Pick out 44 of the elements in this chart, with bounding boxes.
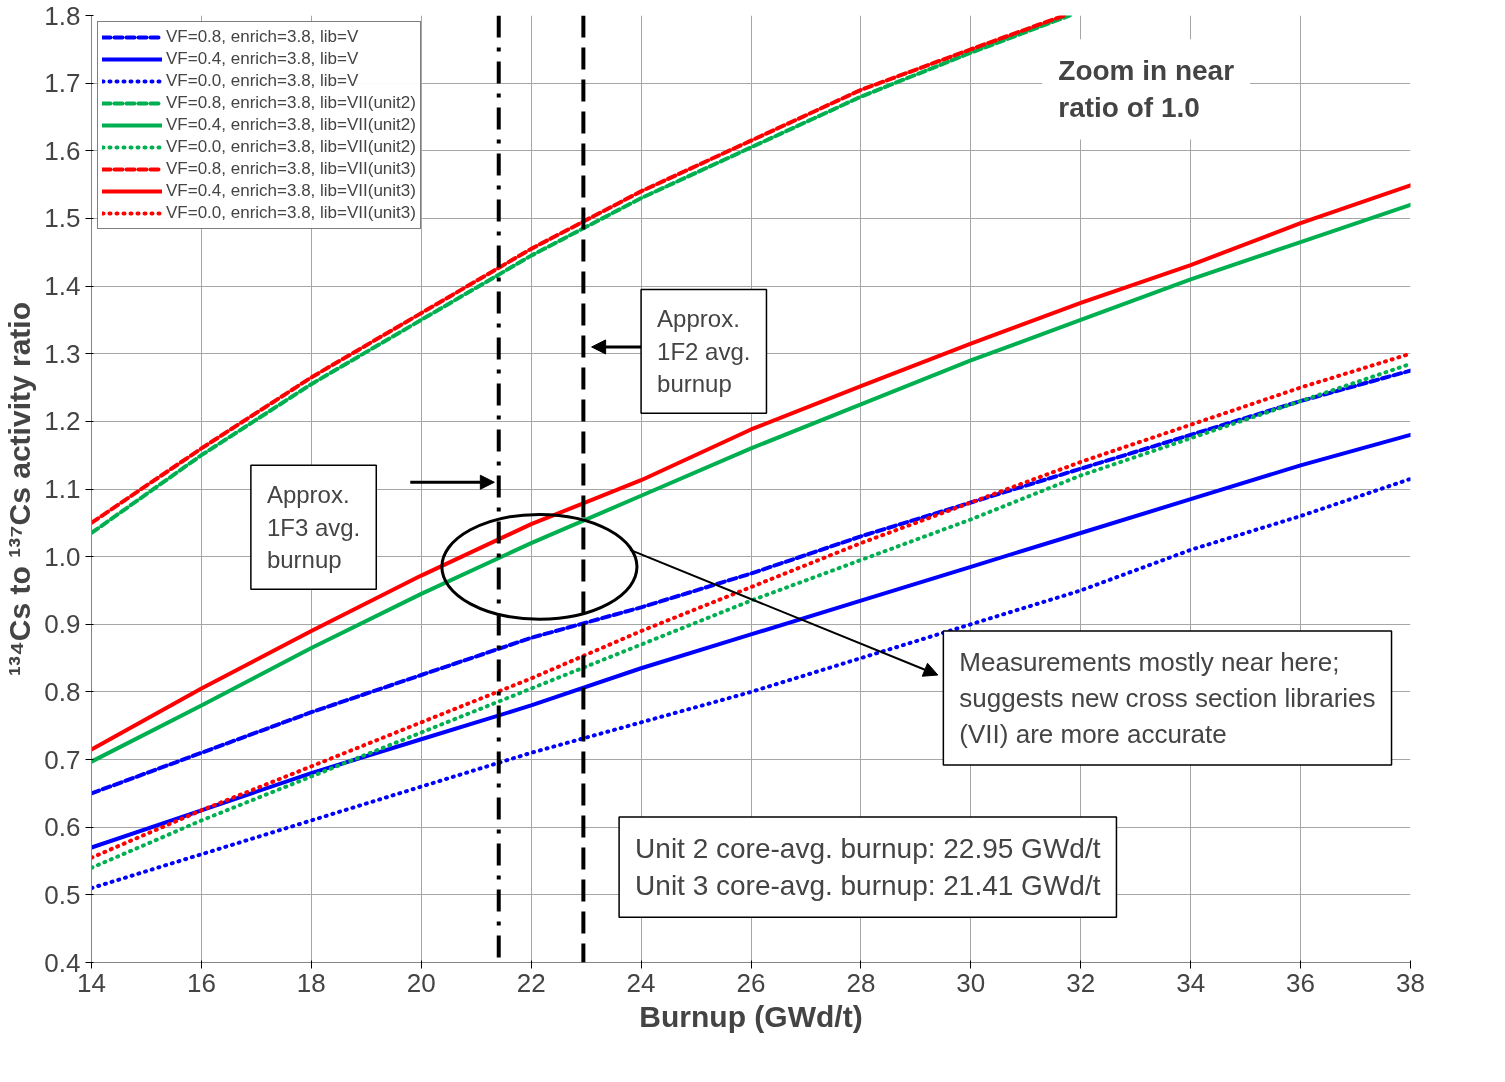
y-tick-label: 1.4 [44,271,81,302]
legend-label: VF=0.8, enrich=3.8, lib=VII(unit3) [166,158,416,180]
x-tick-label: 38 [1396,967,1425,998]
y-tick-label: 0.7 [44,744,81,775]
x-tick-label: 26 [736,967,766,998]
y-tick-label: 1.8 [44,0,81,31]
annotation: Measurements mostly near here; suggests new cross section libraries (VII) are more accurate [959,647,1376,750]
legend-label: VF=0.4, enrich=3.8, lib=VII(unit2) [166,114,416,136]
legend-label: VF=0.4, enrich=3.8, lib=V [166,48,359,70]
y-tick-label: 1.7 [44,68,81,99]
x-tick-label: 14 [77,967,106,998]
x-tick-label: 22 [516,967,546,998]
y-tick-label: 0.9 [44,609,81,640]
legend-label: VF=0.8, enrich=3.8, lib=V [166,26,359,48]
annotation: Zoom in near ratio of 1.0 [1058,55,1235,124]
legend-label: VF=0.0, enrich=3.8, lib=V [166,70,359,92]
legend-label: VF=0.8, enrich=3.8, lib=VII(unit2) [166,92,416,114]
y-tick-label: 0.6 [44,812,81,843]
x-tick-label: 32 [1066,967,1096,998]
x-tick-label: 20 [406,967,436,998]
x-tick-label: 30 [956,967,986,998]
legend-label: VF=0.4, enrich=3.8, lib=VII(unit3) [166,180,416,202]
y-axis-title: ¹³⁴Cs to ¹³⁷Cs activity ratio [3,302,37,676]
x-tick-label: 36 [1286,967,1316,998]
legend-label: VF=0.0, enrich=3.8, lib=VII(unit2) [166,136,416,158]
y-tick-label: 1.6 [44,135,81,166]
annotation: Approx. 1F3 avg. burnup [266,481,361,574]
x-tick-label: 28 [846,967,876,998]
y-tick-label: 1.1 [44,474,81,504]
y-tick-label: 1.2 [44,406,81,437]
annotation: Unit 2 core-avg. burnup: 22.95 GWd/t Unit 3 core-avg. burnup: 21.41 GWd/t [635,833,1101,902]
x-tick-label: 24 [626,967,656,998]
y-tick-label: 0.8 [44,676,81,707]
y-tick-label: 1.0 [44,541,81,572]
y-tick-label: 0.5 [44,879,81,910]
x-tick-label: 18 [296,967,326,998]
line-series [91,368,1411,796]
annotation: Approx. 1F2 avg. burnup [657,305,751,398]
legend-label: VF=0.0, enrich=3.8, lib=VII(unit3) [166,202,416,224]
x-tick-label: 16 [186,967,216,998]
y-tick-label: 1.5 [44,203,81,234]
x-tick-label: 34 [1176,967,1206,998]
y-tick-label: 1.3 [44,338,81,369]
x-axis-title: Burnup (GWd/t) [639,999,863,1033]
